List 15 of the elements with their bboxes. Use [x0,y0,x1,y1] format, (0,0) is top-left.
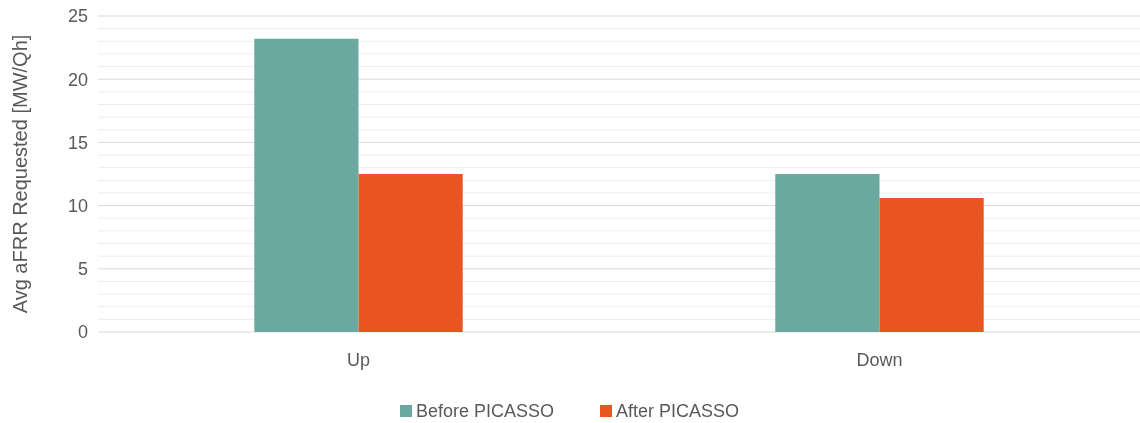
legend-label: After PICASSO [616,401,740,422]
bar [879,198,984,332]
y-tick-label: 20 [67,69,88,90]
x-tick-label: Up [346,350,371,370]
bar [775,174,880,332]
y-tick-label: 10 [67,195,88,216]
bar [358,174,463,332]
bar [254,38,359,332]
x-tick-label: Down [856,350,903,370]
y-tick-label: 0 [77,322,88,343]
y-tick-label: 25 [67,6,88,27]
y-axis-title: Avg aFRR Requested [MW/Qh] [9,34,31,314]
legend-label: Before PICASSO [416,401,555,422]
y-tick-label: 5 [77,259,88,280]
y-tick-label: 15 [67,132,88,153]
